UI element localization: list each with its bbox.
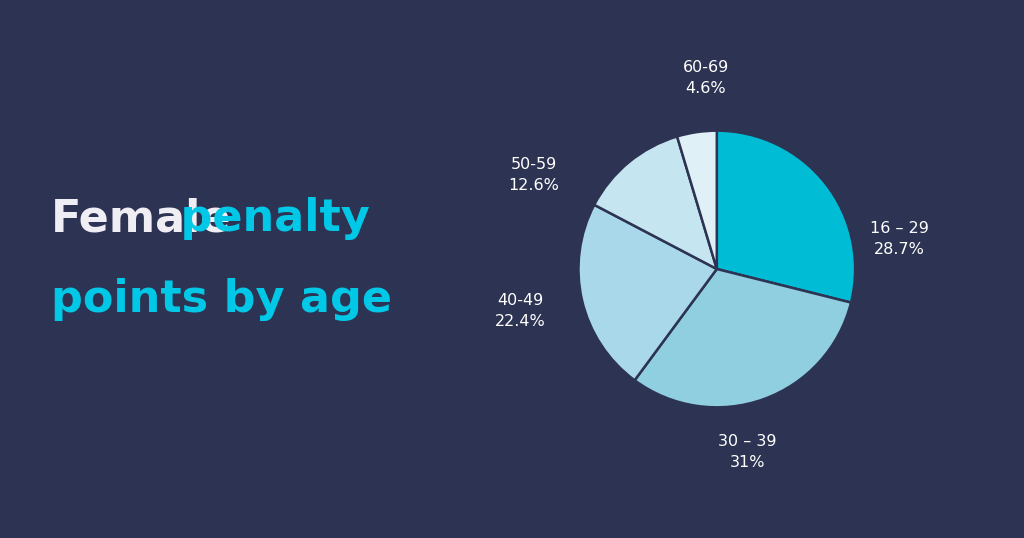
Text: points by age: points by age: [51, 278, 392, 321]
Wedge shape: [677, 131, 717, 269]
Wedge shape: [579, 205, 717, 380]
Wedge shape: [635, 269, 851, 407]
Text: 60-69
4.6%: 60-69 4.6%: [683, 60, 729, 96]
Text: Female: Female: [51, 197, 231, 240]
Text: 50-59
12.6%: 50-59 12.6%: [509, 157, 560, 193]
Text: 16 – 29
28.7%: 16 – 29 28.7%: [870, 221, 929, 257]
Wedge shape: [594, 137, 717, 269]
Text: 40-49
22.4%: 40-49 22.4%: [495, 293, 546, 329]
Text: penalty: penalty: [165, 197, 370, 240]
Text: 30 – 39
31%: 30 – 39 31%: [718, 434, 776, 470]
Wedge shape: [717, 131, 855, 302]
